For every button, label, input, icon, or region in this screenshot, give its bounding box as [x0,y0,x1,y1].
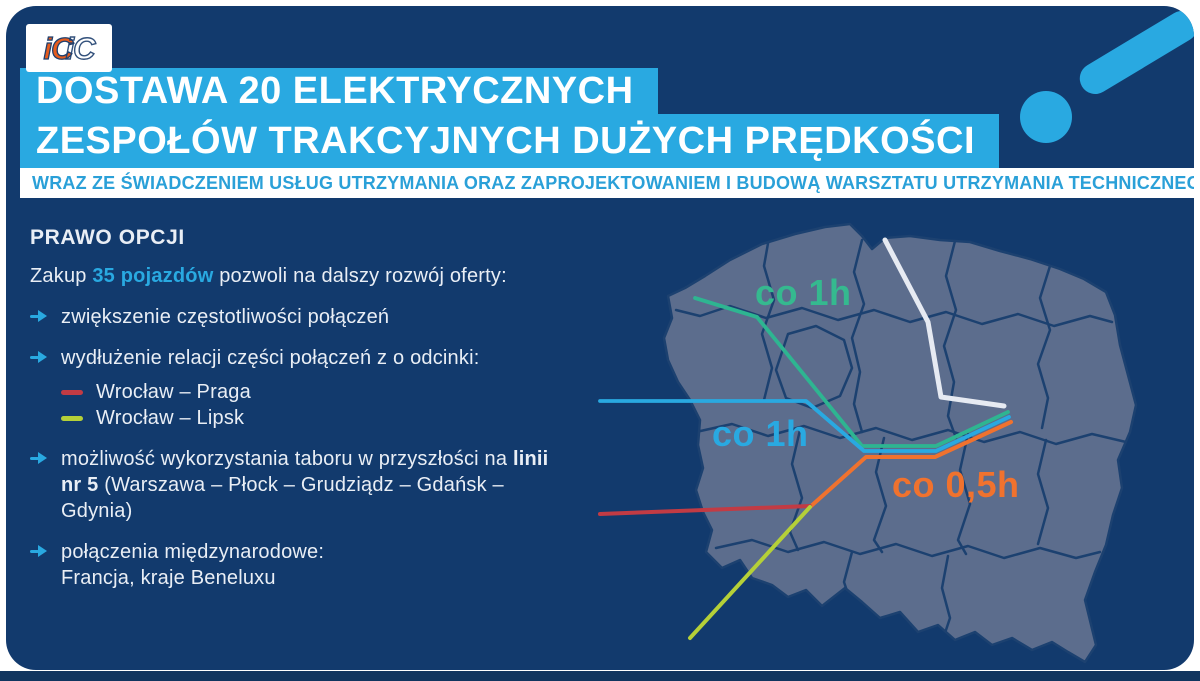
route-lipsk-lime [688,505,812,640]
intro-paragraph: Zakup 35 pojazdów pozwoli na dalszy rozw… [30,263,590,289]
route-praga-red [598,504,812,516]
subtitle-text: WRAZ ZE ŚWIADCZENIEM USŁUG UTRZYMANIA OR… [32,172,1194,193]
lime-route-dash-icon [61,415,83,421]
bullet-text: wydłużenie relacji części połączeń z o o… [61,347,480,369]
title-line-1-text: DOSTAWA 20 ELEKTRYCZNYCH [36,69,634,112]
bullet-arrow-icon [30,452,47,465]
bullet-text: połączenia międzynarodowe: Francja, kraje… [61,539,324,591]
bullet-line5: możliwość wykorzystania taboru w przyszł… [30,446,590,524]
bullet-international: połączenia międzynarodowe: Francja, kraje… [30,539,590,591]
section-title: PRAWO OPCJI [30,226,185,249]
poland-map [598,222,1138,664]
bullet-text: zwiększenie częstotliwości połączeń [61,306,390,328]
bullet-arrow-icon [30,351,47,364]
frequency-label-west: co 1h [712,413,809,454]
title-line-1: DOSTAWA 20 ELEKTRYCZNYCH [20,68,658,114]
bullet-line5-bold: linii nr 5 [61,448,549,496]
title-line-2-text: ZESPOŁÓW TRAKCYJNYCH DUŻYCH PRĘDKOŚCI [36,119,975,162]
frequency-label-center: co 0,5h [892,464,1020,505]
route-gdynia-white [882,237,1007,409]
logo-ghost-text: iC [65,30,96,66]
legend-label: Wrocław – Lipsk [96,406,245,429]
frequency-label-north: co 1h [755,272,852,313]
poland-outline [662,222,1138,664]
intro-prefix: Zakup [30,265,93,287]
legend-item-praga: Wrocław – Praga [61,379,590,405]
bullet-text: możliwość wykorzystania taboru w przyszł… [61,446,566,524]
voivodeship-borders [674,230,1128,638]
bullet-extensions: wydłużenie relacji części połączeń z o o… [30,345,590,371]
route-szczecin-green [693,296,1010,448]
logo-text: iC [43,30,74,66]
legend-label: Wrocław – Praga [96,380,251,403]
route-legend: Wrocław – Praga Wrocław – Lipsk [30,379,590,431]
intro-suffix: pozwoli na dalszy rozwój oferty: [213,265,507,287]
bullet-frequency: zwiększenie częstotliwości połączeń [30,304,590,330]
options-section: PRAWO OPCJI Zakup 35 pojazdów pozwoli na… [30,226,590,591]
bullet-arrow-icon [30,310,47,323]
bullet-international-line1: połączenia międzynarodowe: [61,541,325,563]
pkp-intercity-logo: iC iC [26,24,112,72]
bullet-international-line2: Francja, kraje Beneluxu [61,567,276,589]
vehicle-count-highlight: 35 pojazdów [92,265,214,287]
bullet-arrow-icon [30,545,47,558]
bullet-line5-prefix: możliwość wykorzystania taboru w przyszł… [61,448,513,470]
route-trunk-orange [808,420,1013,509]
slide-card: co 1h co 1h co 0,5h iC iC DOSTAWA 20 ELE… [6,6,1194,670]
comet-dot-decoration [1020,91,1072,143]
red-route-dash-icon [61,389,83,395]
bottom-strip [0,671,1200,681]
route-lines [598,237,1013,640]
bullet-line5-suffix: (Warszawa – Płock – Grudziądz – Gdańsk –… [61,474,504,522]
legend-item-lipsk: Wrocław – Lipsk [61,405,590,431]
route-poznan-blue [598,399,1011,453]
subtitle-strip: WRAZ ZE ŚWIADCZENIEM USŁUG UTRZYMANIA OR… [20,168,1194,198]
title-line-2: ZESPOŁÓW TRAKCYJNYCH DUŻYCH PRĘDKOŚCI [20,114,999,168]
